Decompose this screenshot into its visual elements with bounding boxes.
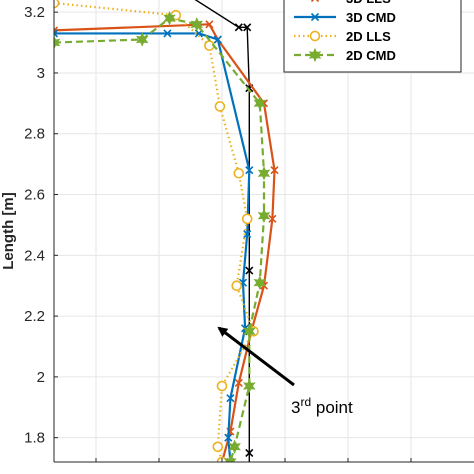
data-point [257,166,271,181]
data-point [234,378,243,388]
y-tick-label: 2.6 [24,187,45,204]
legend-label: 2D LLS [346,29,391,44]
y-tick-label: 3.2 [24,4,45,21]
annotation-third-point: 3rd point [217,326,353,417]
y-tick-label: 2 [37,369,45,386]
data-point [205,20,214,29]
legend-marker [309,30,321,42]
y-tick-label: 2.8 [24,126,45,143]
series-series-2d-cmd [54,11,271,462]
data-point [234,23,243,32]
data-point [54,29,59,38]
y-tick-label: 1.8 [24,430,45,447]
legend-item-series-2d-lls: 2D LLS [294,29,391,44]
y-tick-label: 3 [37,65,45,82]
y-tick-label: 2.4 [24,247,45,264]
legend-item-series-3d-lls: 3D LLS [310,0,391,6]
data-point [245,448,254,457]
series-layer [54,0,279,472]
data-point [163,29,172,38]
data-point [214,101,226,112]
series-line [54,17,266,462]
x-ticks [95,458,412,462]
data-point [190,17,204,32]
legend: 3D LLS 3D CMD 2D LLS 2D CMD [283,0,462,73]
legend-label: 2D CMD [346,48,396,63]
data-point [246,465,253,472]
data-point [54,35,61,50]
series-line [54,23,276,462]
annotation-rest: point [311,398,353,417]
legend-item-series-3d-cmd: 3D CMD [294,10,396,25]
legend-label: 3D CMD [346,10,396,25]
data-point [241,213,253,225]
series-line [54,32,251,462]
y-tick-label: 2.2 [24,308,45,325]
annotation-arrow [217,326,295,387]
legend-marker [308,47,322,63]
axes [53,0,474,463]
data-point [268,214,277,223]
data-point [54,0,60,9]
data-point [231,280,242,292]
y-axis-label: Length [m] [0,192,17,269]
data-point [245,266,254,275]
data-point [233,167,245,179]
data-point [243,378,256,394]
data-point [245,166,254,175]
legend-marker [310,12,320,22]
data-point [270,166,279,175]
data-point [213,35,222,44]
data-point [257,208,271,224]
data-point [243,229,252,239]
annotation-superscript: rd [300,395,311,409]
legend-item-series-2d-cmd: 2D CMD [294,47,396,63]
data-point [135,32,149,47]
series-series-2d-lls [54,0,259,462]
data-point [224,433,233,442]
legend-label: 3D LLS [346,0,391,6]
series-line [194,0,251,462]
data-point [226,394,235,403]
data-point [253,275,267,290]
annotation-base: 3 [291,398,300,417]
data-point [224,454,237,462]
data-point [243,324,256,339]
data-point [216,380,228,392]
data-point [212,441,224,453]
data-point [228,439,241,455]
series-line [54,1,255,462]
data-point [253,96,267,111]
annotation-label: 3rd point [291,395,353,417]
data-point [163,11,176,26]
y-ticks: 1.8 2 2.2 2.4 2.6 2.8 3 3.2 [24,4,58,447]
legend-marker [310,0,320,3]
data-point [243,23,252,32]
